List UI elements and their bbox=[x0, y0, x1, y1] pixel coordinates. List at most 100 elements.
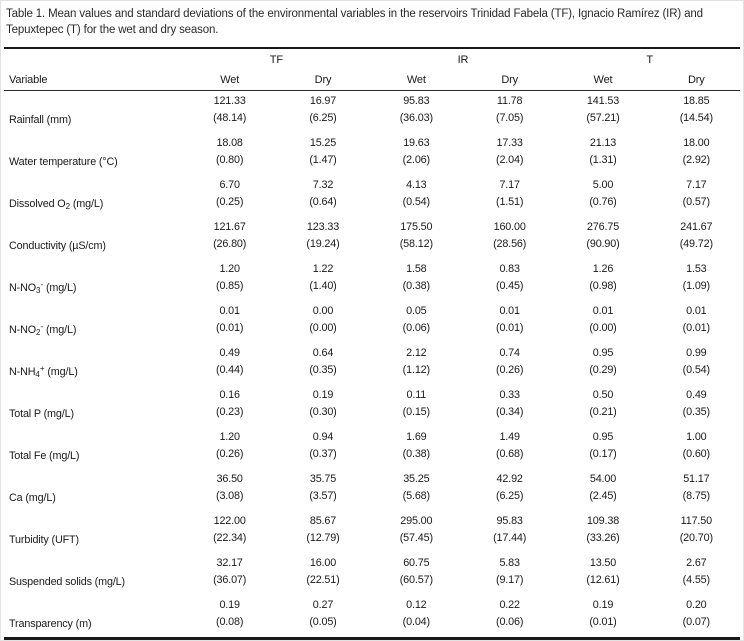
sd-value: (5.68) bbox=[402, 490, 430, 502]
group-header-tf: TF bbox=[269, 53, 283, 66]
header-rule bbox=[4, 90, 740, 91]
value-cell: 35.25 (5.68) bbox=[370, 469, 463, 511]
value-cell: 11.78 (7.05) bbox=[463, 91, 556, 133]
mean-value: 51.17 bbox=[683, 473, 710, 485]
table-row: Total P (mg/L) 0.16 (0.23) 0.19 (0.30) 0.11 (0… bbox=[1, 385, 743, 427]
table-row: N-NH4+ (mg/L) 0.49 (0.44) 0.64 (0.35) 2.12 (1.… bbox=[1, 343, 743, 385]
mean-value: 1.53 bbox=[686, 263, 707, 275]
variable-label-text: N-NO bbox=[9, 282, 36, 294]
sd-value: (0.80) bbox=[216, 154, 244, 166]
mean-value: 1.20 bbox=[219, 263, 240, 275]
sd-value: (1.40) bbox=[309, 280, 337, 292]
sd-value: (22.34) bbox=[213, 532, 247, 544]
value-cell: 51.17 (8.75) bbox=[650, 469, 743, 511]
mean-value: 16.97 bbox=[309, 95, 337, 107]
value-cell: 295.00 (57.45) bbox=[370, 511, 463, 553]
mean-value: 122.00 bbox=[213, 515, 246, 527]
value-cell: 0.01 (0.01) bbox=[183, 301, 276, 343]
mean-value: 7.32 bbox=[312, 179, 334, 191]
value-cell: 0.20 (0.07) bbox=[650, 595, 743, 637]
sd-value: (57.21) bbox=[586, 112, 620, 124]
sd-value: (0.06) bbox=[402, 322, 430, 334]
column-header-tf-wet: Wet bbox=[220, 74, 240, 86]
mean-value: 42.92 bbox=[496, 473, 523, 485]
variable-label-subscript: 2 bbox=[36, 328, 41, 337]
variable-label-superscript: - bbox=[40, 322, 44, 331]
value-cell: 95.83 (17.44) bbox=[463, 511, 556, 553]
value-cell: 0.19 (0.30) bbox=[276, 385, 369, 427]
variable-label-subscript: 4 bbox=[35, 370, 40, 379]
table-row: Transparency (m) 0.19 (0.08) 0.27 (0.05) 0.12… bbox=[1, 595, 743, 637]
mean-value: 0.95 bbox=[592, 431, 614, 443]
table-row: Water temperature (°C) 18.08 (0.80) 15.25 (1… bbox=[1, 133, 743, 175]
sd-value: (20.70) bbox=[679, 532, 713, 544]
mean-value: 32.17 bbox=[216, 557, 243, 569]
mean-value: 0.00 bbox=[312, 305, 334, 317]
sd-value: (0.34) bbox=[496, 406, 524, 418]
mean-value: 117.50 bbox=[680, 515, 712, 527]
value-cell: 21.13 (1.31) bbox=[556, 133, 649, 175]
value-cell: 35.75 (3.57) bbox=[276, 469, 369, 511]
value-cell: 85.67 (12.79) bbox=[276, 511, 369, 553]
value-cell: 7.17 (1.51) bbox=[463, 175, 556, 217]
variable-label: Conductivity (µS/cm) bbox=[1, 217, 183, 259]
table-row: Total Fe (mg/L) 1.20 (0.26) 0.94 (0.37) 1.69 (… bbox=[1, 427, 743, 469]
value-cell: 117.50 (20.70) bbox=[650, 511, 743, 553]
variable-label: Transparency (m) bbox=[1, 595, 183, 637]
value-cell: 0.49 (0.44) bbox=[183, 343, 276, 385]
sd-value: (0.07) bbox=[682, 616, 710, 628]
variable-label: Dissolved O2 (mg/L) bbox=[1, 175, 183, 217]
mean-value: 5.83 bbox=[499, 557, 520, 569]
sd-value: (90.90) bbox=[586, 238, 620, 250]
bottom-rule bbox=[4, 637, 740, 640]
mean-value: 4.13 bbox=[406, 179, 427, 191]
table-row: N-NO3- (mg/L) 1.20 (0.85) 1.22 (1.40) 1.58 (0.… bbox=[1, 259, 743, 301]
value-cell: 2.67 (4.55) bbox=[650, 553, 743, 595]
value-cell: 1.53 (1.09) bbox=[650, 259, 743, 301]
sd-value: (2.06) bbox=[402, 154, 430, 166]
sd-value: (0.54) bbox=[402, 196, 430, 208]
sd-value: (0.44) bbox=[216, 364, 244, 376]
mean-value: 7.17 bbox=[499, 179, 520, 191]
value-cell: 1.49 (0.68) bbox=[463, 427, 556, 469]
mean-value: 0.99 bbox=[686, 347, 707, 359]
sd-value: (6.25) bbox=[309, 112, 337, 124]
sd-value: (0.25) bbox=[216, 196, 244, 208]
table-caption: Table 1. Mean values and standard deviat… bbox=[6, 8, 703, 36]
mean-value: 141.53 bbox=[586, 95, 620, 107]
variable-label-unit: (mg/L) bbox=[44, 366, 78, 378]
sd-value: (1.47) bbox=[309, 154, 337, 166]
value-cell: 1.58 (0.38) bbox=[370, 259, 463, 301]
sd-value: (0.15) bbox=[402, 406, 430, 418]
variable-label-subscript: 3 bbox=[36, 286, 41, 295]
sd-value: (0.54) bbox=[682, 364, 710, 376]
sd-value: (2.92) bbox=[682, 154, 710, 166]
sd-value: (0.35) bbox=[682, 406, 710, 418]
variable-label: Rainfall (mm) bbox=[1, 91, 183, 133]
table-row: Conductivity (µS/cm) 121.67 (26.80) 123.33 (… bbox=[1, 217, 743, 259]
mean-value: 2.12 bbox=[406, 347, 427, 359]
sd-value: (0.38) bbox=[402, 280, 430, 292]
mean-value: 121.33 bbox=[213, 95, 246, 107]
sd-value: (0.64) bbox=[309, 196, 337, 208]
value-cell: 0.95 (0.29) bbox=[556, 343, 649, 385]
value-cell: 15.25 (1.47) bbox=[276, 133, 369, 175]
value-cell: 0.50 (0.21) bbox=[556, 385, 649, 427]
sd-value: (8.75) bbox=[682, 490, 710, 502]
mean-value: 18.08 bbox=[216, 137, 243, 149]
mean-value: 18.00 bbox=[683, 137, 710, 149]
mean-value: 16.00 bbox=[309, 557, 337, 569]
table-body: Rainfall (mm) 121.33 (48.14) 16.97 (6.25) 95.… bbox=[1, 91, 743, 637]
variable-label: N-NH4+ (mg/L) bbox=[1, 343, 183, 385]
mean-value: 0.27 bbox=[312, 599, 334, 611]
mean-value: 0.19 bbox=[219, 599, 240, 611]
mean-value: 1.20 bbox=[219, 431, 240, 443]
variable-label-unit: (mg/L) bbox=[70, 198, 104, 210]
column-header-t-dry: Dry bbox=[687, 74, 705, 86]
value-cell: 121.67 (26.80) bbox=[183, 217, 276, 259]
sd-value: (0.01) bbox=[216, 322, 244, 334]
mean-value: 1.49 bbox=[499, 431, 520, 443]
mean-value: 35.75 bbox=[309, 473, 337, 485]
mean-value: 35.25 bbox=[403, 473, 430, 485]
table-row: Ca (mg/L) 36.50 (3.08) 35.75 (3.57) 35.25 (5.6… bbox=[1, 469, 743, 511]
